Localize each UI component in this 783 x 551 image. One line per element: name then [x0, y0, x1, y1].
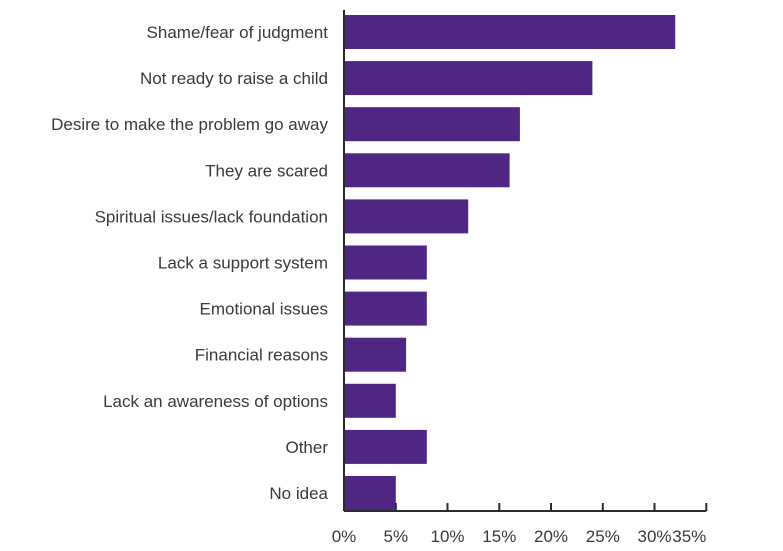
x-tick-label: 10%: [430, 527, 464, 546]
category-label: They are scared: [205, 161, 328, 180]
category-label: No idea: [269, 484, 328, 503]
category-label: Spiritual issues/lack foundation: [95, 207, 328, 226]
x-tick-label: 30%: [637, 527, 671, 546]
bars-layer: [344, 15, 676, 510]
x-tick-label: 20%: [534, 527, 568, 546]
bar-5: [344, 245, 427, 280]
category-labels: Shame/fear of judgment Not ready to raise…: [51, 23, 328, 503]
category-label: Lack a support system: [158, 254, 328, 273]
x-tick-label: 15%: [482, 527, 516, 546]
bar-2: [344, 107, 520, 142]
bar-7: [344, 337, 407, 372]
bar-9: [344, 429, 427, 464]
bar-3: [344, 153, 510, 188]
x-tick-label: 0%: [332, 527, 357, 546]
category-label: Not ready to raise a child: [140, 69, 328, 88]
category-label: Financial reasons: [195, 346, 328, 365]
bar-8: [344, 383, 396, 418]
category-label: Other: [285, 438, 328, 457]
category-label: Desire to make the problem go away: [51, 115, 328, 134]
category-label: Lack an awareness of options: [103, 392, 328, 411]
bar-1: [344, 61, 593, 96]
bar-4: [344, 199, 469, 234]
x-axis: 0% 5% 10% 15% 20% 25% 30% 35%: [332, 10, 708, 546]
x-tick-label: 5%: [384, 527, 409, 546]
bar-0: [344, 15, 676, 49]
bar-10: [344, 476, 396, 510]
category-label: Shame/fear of judgment: [147, 23, 329, 42]
x-tick-label: 35%: [672, 527, 706, 546]
x-tick-label: 25%: [586, 527, 620, 546]
category-label: Emotional issues: [199, 300, 328, 319]
bar-6: [344, 291, 427, 326]
